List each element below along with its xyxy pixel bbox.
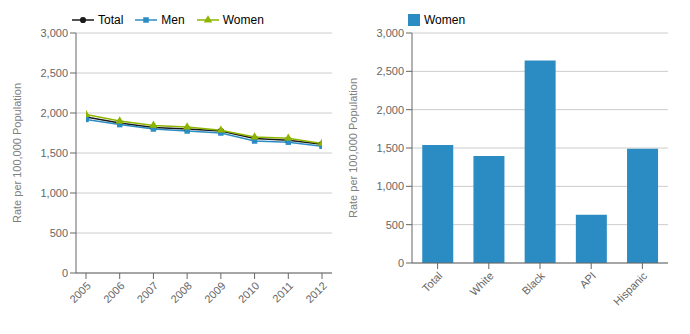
- svg-text:2,000: 2,000: [40, 107, 68, 119]
- html-text:Women: Women: [222, 13, 264, 27]
- svg-text:1,000: 1,000: [376, 180, 404, 192]
- svg-text:1,500: 1,500: [376, 142, 404, 154]
- svg-text:2011: 2011: [270, 279, 295, 304]
- svg-text:2012: 2012: [303, 279, 329, 305]
- html-text:Men: Men: [161, 13, 185, 27]
- svg-text:2006: 2006: [101, 279, 127, 305]
- svg-text:1,000: 1,000: [40, 187, 68, 199]
- svg-text:500: 500: [386, 219, 404, 231]
- svg-text:Black: Black: [519, 269, 547, 297]
- svg-text:0: 0: [62, 267, 68, 279]
- svg-text:2005: 2005: [67, 279, 93, 305]
- svg-text:2009: 2009: [202, 279, 228, 305]
- html-text:Women: Women: [424, 13, 466, 27]
- svg-text:500: 500: [50, 227, 68, 239]
- svg-text:2007: 2007: [135, 279, 161, 305]
- svg-text:1,500: 1,500: [40, 147, 68, 159]
- svg-text:Total: Total: [420, 269, 445, 294]
- svg-text:2008: 2008: [168, 279, 194, 305]
- svg-text:API: API: [577, 269, 598, 290]
- svg-text:Rate per 100,000 Population: Rate per 100,000 Population: [11, 83, 23, 223]
- svg-text:White: White: [467, 269, 495, 297]
- svg-text:Rate per 100,000 Population: Rate per 100,000 Population: [347, 78, 359, 218]
- svg-text:3,000: 3,000: [376, 27, 404, 39]
- svg-text:2010: 2010: [236, 279, 262, 305]
- svg-text:0: 0: [398, 257, 404, 269]
- svg-text:2,000: 2,000: [376, 104, 404, 116]
- html-text:Total: Total: [98, 13, 124, 27]
- svg-text:2,500: 2,500: [376, 65, 404, 77]
- svg-text:3,000: 3,000: [40, 27, 68, 39]
- svg-text:Hispanic: Hispanic: [611, 269, 650, 308]
- svg-text:2,500: 2,500: [40, 67, 68, 79]
